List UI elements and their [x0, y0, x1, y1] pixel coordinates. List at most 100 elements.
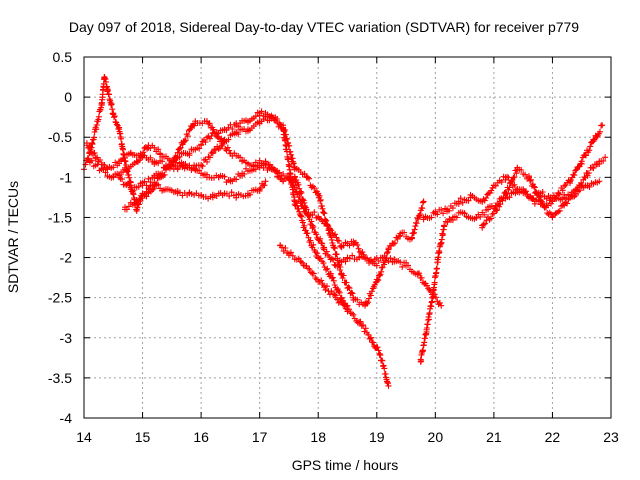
data-point [244, 126, 251, 133]
data-point [198, 162, 205, 169]
data-point [338, 242, 345, 249]
data-point [145, 190, 152, 197]
data-point [303, 230, 310, 237]
data-point [362, 302, 369, 309]
data-point [168, 162, 175, 169]
x-tick-label: 20 [428, 429, 444, 445]
data-point [414, 270, 421, 277]
data-point [280, 178, 287, 185]
data-point [367, 334, 374, 341]
data-point [397, 230, 404, 237]
data-point-marks [83, 113, 350, 310]
data-point [332, 294, 339, 301]
data-point [110, 174, 117, 181]
data-point [420, 198, 427, 205]
x-axis-label: GPS time / hours [292, 457, 399, 473]
y-tick-label: -2 [60, 250, 73, 266]
data-point [590, 138, 597, 145]
data-point [233, 191, 240, 198]
series-track-h [420, 173, 603, 223]
data-point [121, 166, 128, 173]
data-point [244, 118, 251, 125]
data-point [502, 174, 509, 181]
data-point [435, 254, 442, 261]
data-point-marks [116, 108, 426, 308]
data-point [490, 182, 497, 189]
data-point [502, 190, 509, 197]
data-point [101, 74, 108, 81]
data-point [429, 294, 436, 301]
data-point [86, 158, 93, 165]
data-point [203, 174, 210, 181]
data-point [215, 134, 222, 141]
data-point [326, 270, 333, 277]
data-point [157, 150, 164, 157]
y-tick-label: 0.5 [53, 49, 73, 65]
data-point [479, 222, 486, 229]
data-point [578, 158, 585, 165]
data-point [192, 118, 199, 125]
series-track-i [479, 154, 609, 231]
x-tick-label: 15 [135, 429, 151, 445]
series-track-e [121, 118, 380, 269]
series-track-f [277, 242, 392, 389]
data-point [385, 246, 392, 253]
data-point [315, 214, 322, 221]
data-point [526, 174, 533, 181]
data-point [250, 166, 257, 173]
data-point [423, 326, 430, 333]
data-point [151, 158, 158, 165]
y-tick-label: -3.5 [48, 370, 72, 386]
data-point [526, 194, 533, 201]
data-point [198, 142, 205, 149]
data-point [215, 174, 222, 181]
data-point [315, 190, 322, 197]
data-point [391, 258, 398, 265]
data-point [162, 186, 169, 193]
data-point [256, 118, 263, 125]
data-point [139, 154, 146, 161]
data-point [291, 174, 298, 181]
data-point [239, 170, 246, 177]
data-point [549, 198, 556, 205]
grid [84, 57, 611, 418]
x-tick-labels: 14 15 16 17 18 19 20 21 22 23 [76, 429, 619, 445]
y-tick-label: -0.5 [48, 129, 72, 145]
x-tick-label: 16 [193, 429, 209, 445]
data-point [256, 162, 263, 169]
data-point [417, 358, 424, 365]
data-point [344, 254, 351, 261]
series-track-b [83, 113, 351, 310]
data-point [239, 158, 246, 165]
data-point [186, 150, 193, 157]
data-point [490, 210, 497, 217]
data-point [596, 178, 603, 185]
data-point [133, 206, 140, 213]
data-point [174, 190, 181, 197]
data-point [455, 198, 462, 205]
data-point [309, 270, 316, 277]
x-tick-label: 21 [486, 429, 502, 445]
data-point [461, 210, 468, 217]
data-point [180, 162, 187, 169]
data-point [420, 214, 427, 221]
x-tick-label: 23 [603, 429, 619, 445]
data-point [192, 166, 199, 173]
data-point [321, 246, 328, 253]
data-point [280, 122, 287, 129]
data-point [408, 234, 415, 241]
data-point [291, 166, 298, 173]
data-point [537, 198, 544, 205]
y-tick-label: -2.5 [48, 290, 72, 306]
data-point [549, 214, 556, 221]
data-point [139, 182, 146, 189]
data-point [277, 242, 284, 249]
x-tick-label: 14 [76, 429, 92, 445]
data-point [291, 198, 298, 205]
data-marks [81, 74, 609, 389]
data-point [321, 282, 328, 289]
data-point [157, 174, 164, 181]
data-point-marks [417, 122, 605, 364]
data-point [145, 142, 152, 149]
